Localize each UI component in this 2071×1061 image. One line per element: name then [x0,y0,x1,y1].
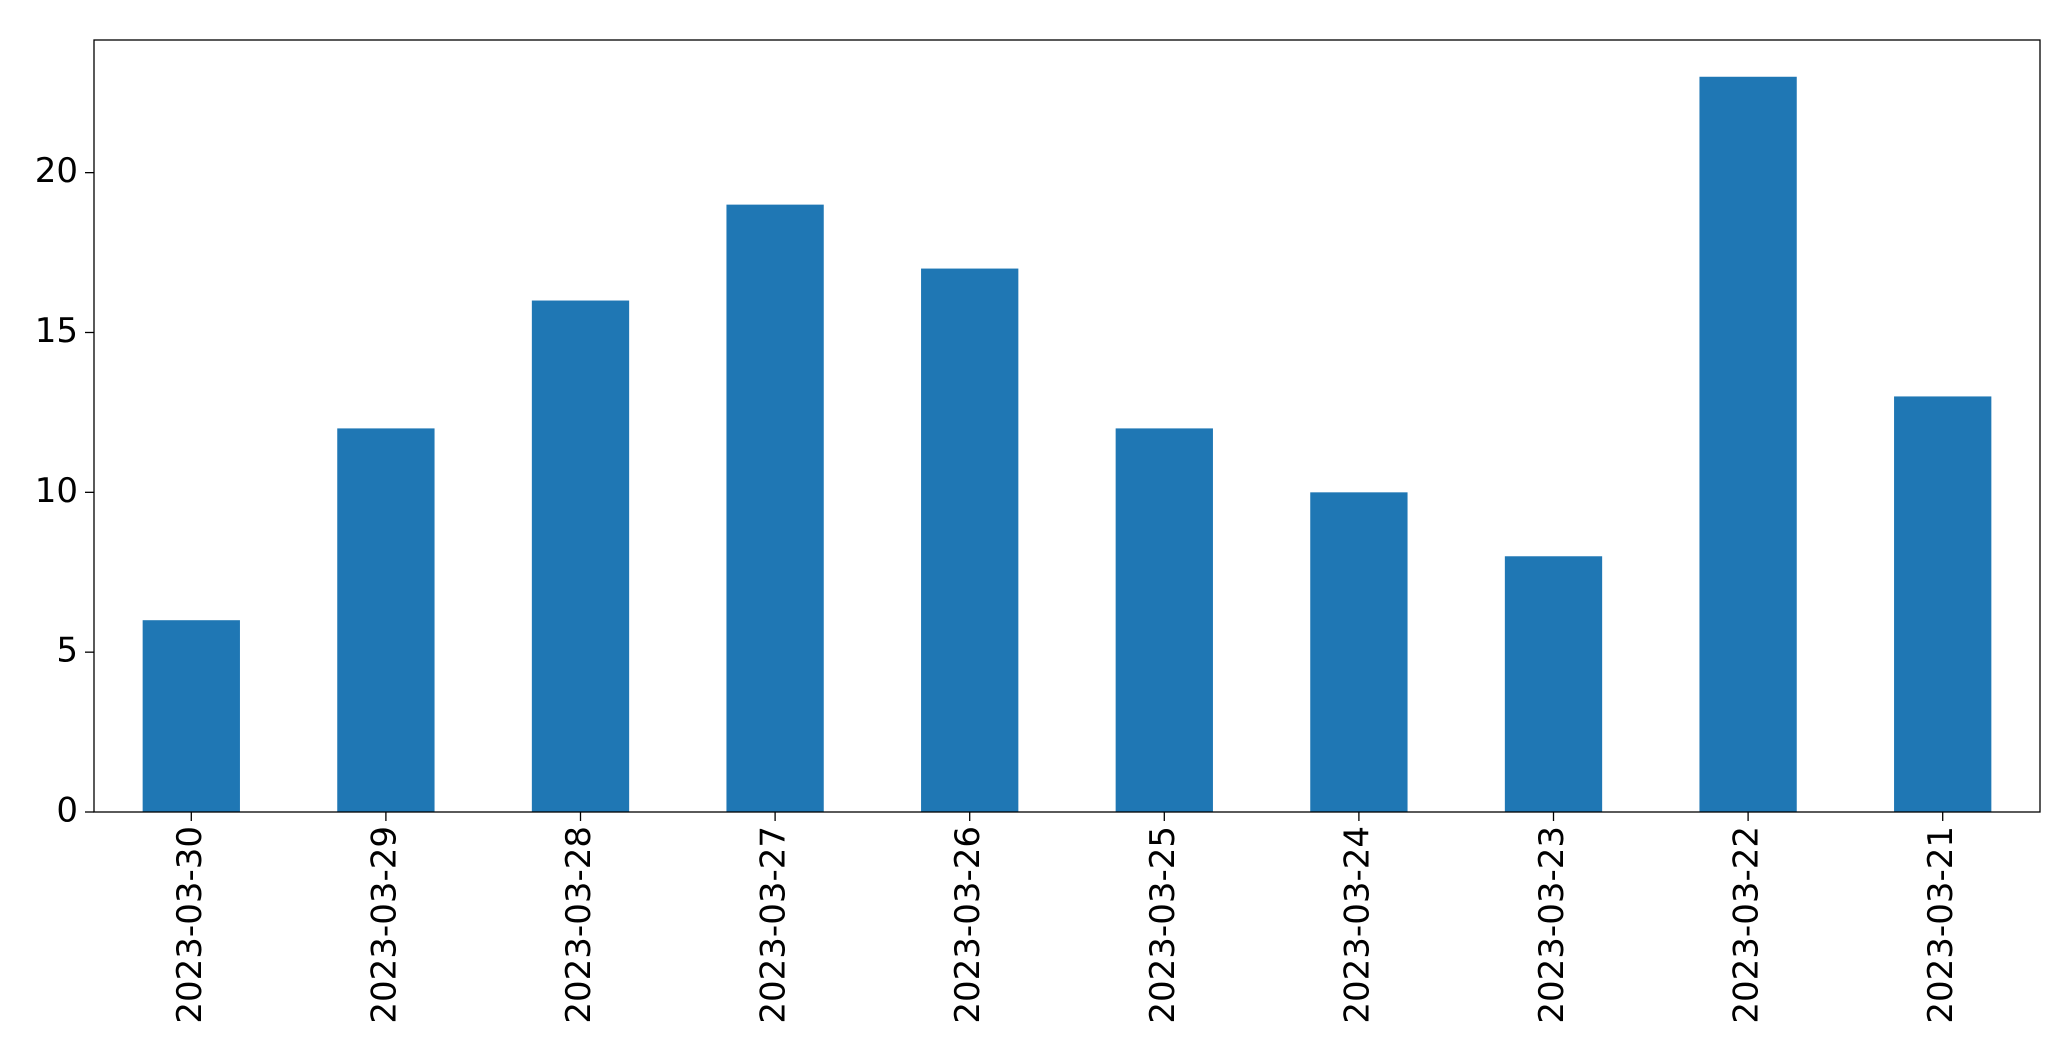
y-tick-label: 20 [35,151,78,191]
plot-frame [93,39,2041,813]
bar [1310,492,1408,812]
x-tick-label: 2023-03-30 [170,826,210,1024]
bar [1894,396,1992,812]
y-tick-label: 0 [56,791,78,831]
y-tick-label: 5 [56,631,78,671]
x-tick-label: 2023-03-26 [948,826,988,1024]
x-tick-label: 2023-03-23 [1532,826,1572,1024]
bar [531,300,630,812]
bar [726,204,824,812]
bar [1115,428,1213,812]
y-tick-label: 10 [35,471,78,511]
x-tick-label: 2023-03-22 [1727,826,1767,1024]
x-tick-label: 2023-03-28 [559,826,599,1024]
x-tick-label: 2023-03-24 [1337,826,1377,1024]
bar [1699,76,1797,812]
bar [142,620,240,812]
y-tick-label: 15 [35,311,78,351]
bar [921,268,1019,813]
x-tick-label: 2023-03-27 [754,826,794,1024]
x-tick-label: 2023-03-25 [1143,826,1183,1024]
bar [337,428,435,812]
x-tick-label: 2023-03-21 [1921,826,1961,1024]
x-tick-label: 2023-03-29 [364,826,404,1024]
bar [1504,556,1603,812]
